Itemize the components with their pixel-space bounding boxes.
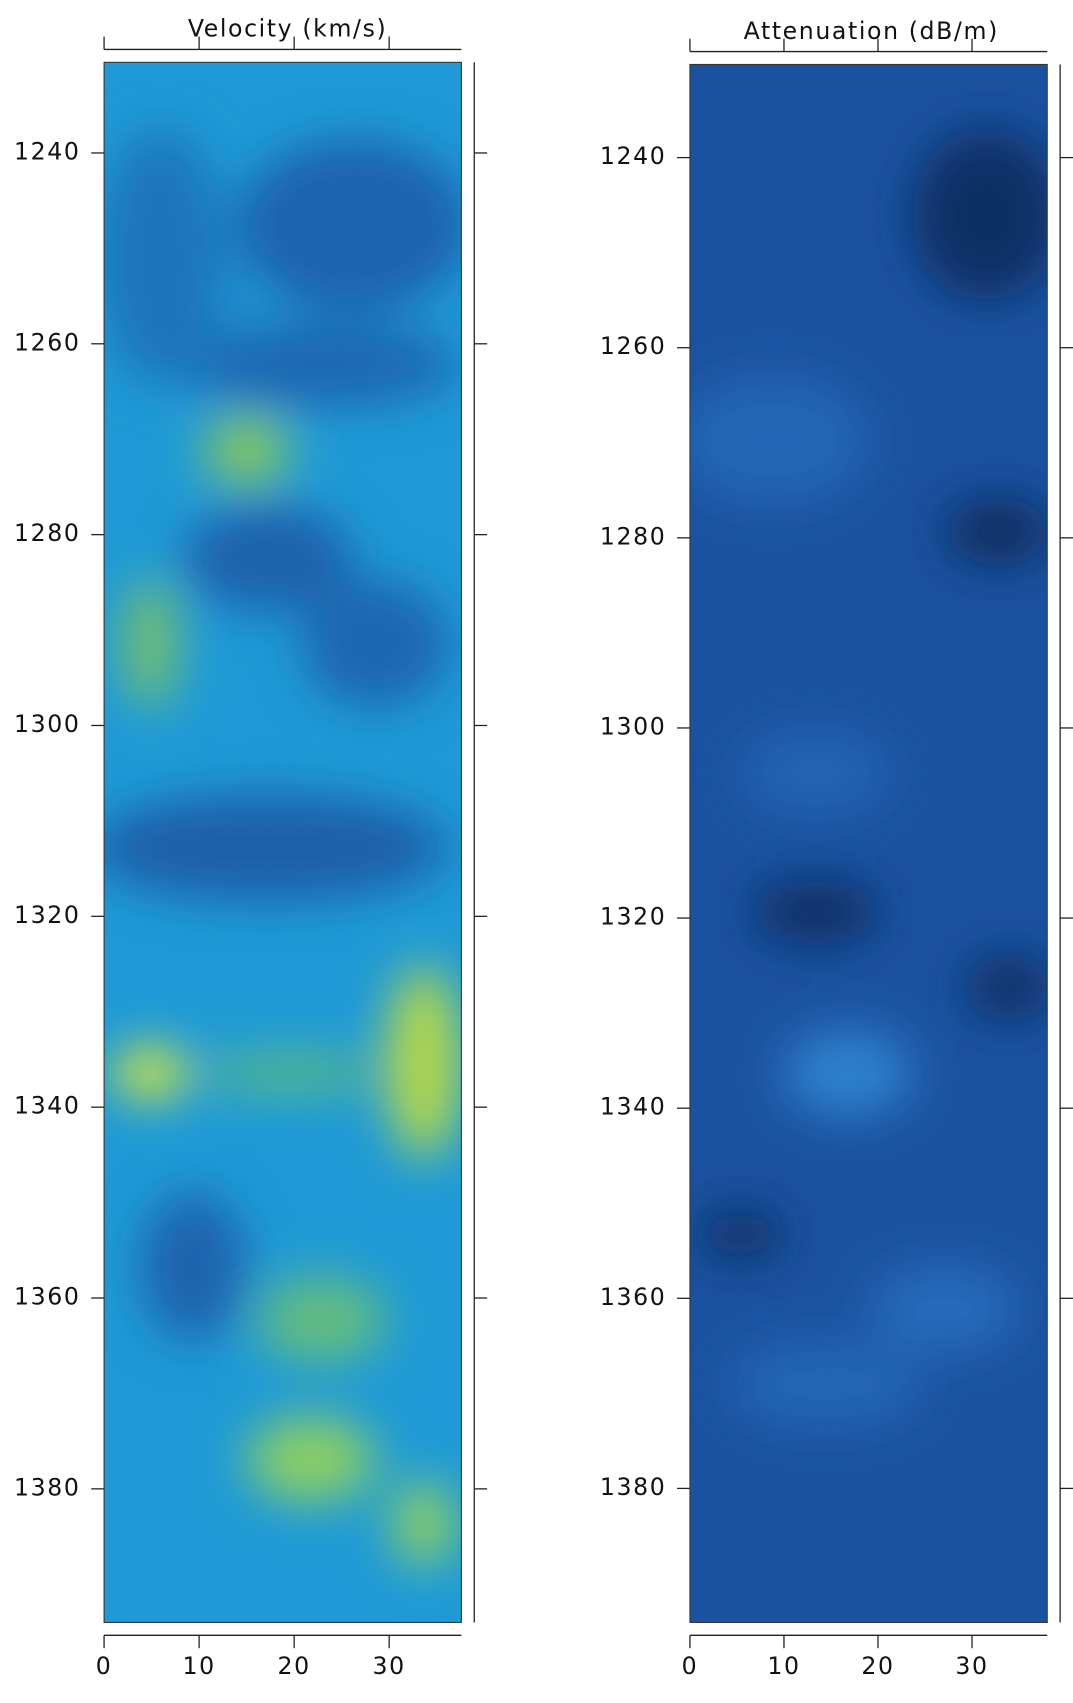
- attenuation-image: [689, 64, 1048, 1623]
- y-tick-label: 1260: [600, 332, 666, 360]
- x-tick-label: 30: [955, 1652, 988, 1680]
- y-tick-label: 1260: [14, 328, 80, 356]
- chart-title: Attenuation (dB/m): [744, 17, 999, 45]
- x-tick-label: 10: [767, 1652, 800, 1680]
- y-tick-label: 1340: [600, 1093, 666, 1121]
- y-tick-label: 1380: [14, 1473, 80, 1501]
- y-tick-label: 1240: [14, 137, 80, 165]
- x-tick-label: 10: [182, 1652, 215, 1680]
- y-tick-label: 1320: [600, 903, 666, 931]
- x-tick-label: 20: [278, 1652, 311, 1680]
- plot-frame: [689, 63, 1048, 1623]
- x-tick-label: 20: [861, 1652, 894, 1680]
- y-tick-label: 1360: [600, 1283, 666, 1311]
- x-tick-label: 30: [373, 1652, 406, 1680]
- y-tick-label: 1280: [14, 519, 80, 547]
- chart-title: Velocity (km/s): [188, 15, 388, 43]
- y-tick-label: 1380: [600, 1473, 666, 1501]
- y-tick-label: 1240: [600, 142, 666, 170]
- y-tick-label: 1360: [14, 1283, 80, 1311]
- y-tick-label: 1300: [14, 710, 80, 738]
- y-tick-label: 1340: [14, 1092, 80, 1120]
- plot-frame: [103, 61, 462, 1623]
- x-tick-label: 0: [682, 1652, 699, 1680]
- y-tick-label: 1300: [600, 712, 666, 740]
- velocity-image: [104, 62, 462, 1623]
- y-tick-label: 1320: [14, 901, 80, 929]
- x-tick-label: 0: [96, 1652, 113, 1680]
- y-tick-label: 1280: [600, 522, 666, 550]
